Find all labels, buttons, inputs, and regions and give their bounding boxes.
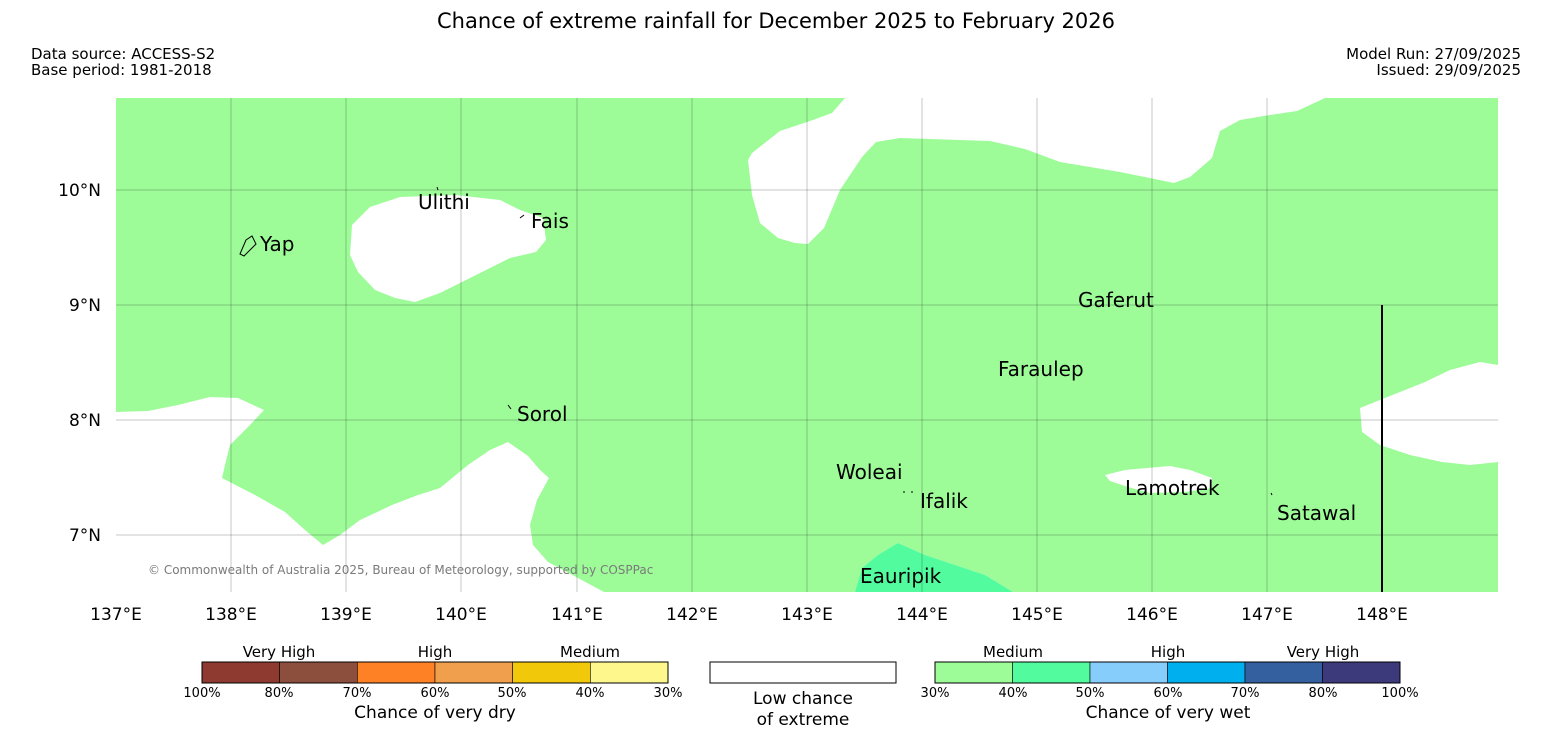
lon-tick: 137°E [90,605,142,625]
label-satawal: Satawal [1277,501,1356,525]
neutral-caption-line2: of extreme [757,710,850,730]
label-eauripik: Eauripik [860,564,942,588]
label-woleai: Woleai [836,460,903,484]
label-yap: Yap [259,232,294,256]
wet-category-label: Very High [1287,643,1360,661]
label-fais: Fais [531,209,569,233]
wet-color-swatch [1168,662,1246,683]
dry-tick-label: 50% [498,686,527,701]
wet-category-label: High [1151,643,1185,661]
copyright-notice: © Commonwealth of Australia 2025, Bureau… [148,563,653,577]
wet-color-swatch [935,662,1013,683]
label-sorol: Sorol [517,402,568,426]
dry-category-label: Very High [243,643,316,661]
lon-tick: 144°E [896,605,948,625]
label-ifalik: Ifalik [920,489,968,513]
lon-tick: 141°E [551,605,603,625]
lon-tick: 142°E [666,605,718,625]
lon-tick: 145°E [1011,605,1063,625]
label-faraulep: Faraulep [998,357,1084,381]
lat-tick: 10°N [58,181,101,201]
dry-color-swatch [590,662,668,683]
dry-caption: Chance of very dry [354,703,516,723]
lon-tick: 143°E [781,605,833,625]
wet-category-label: Medium [983,643,1043,661]
dry-color-swatch [513,662,591,683]
dry-category-label: High [418,643,452,661]
wet-caption: Chance of very wet [1086,703,1251,723]
wet-tick-label: 60% [1154,686,1183,701]
label-ulithi: Ulithi [418,190,470,214]
dry-tick-label: 100% [183,686,220,701]
lat-tick: 7°N [69,526,101,546]
neutral-caption-line1: Low chance [753,689,853,709]
wet-tick-label: 70% [1231,686,1260,701]
dry-color-swatch [357,662,435,683]
dry-color-swatch [280,662,358,683]
dry-tick-label: 40% [576,686,605,701]
lon-tick: 138°E [205,605,257,625]
lon-tick: 139°E [320,605,372,625]
lon-tick: 147°E [1241,605,1293,625]
map-area: Yap Ulithi Fais Gaferut Faraulep Sorol W… [116,98,1498,592]
wet-tick-label: 30% [921,686,950,701]
legend-wet: Medium High Very High 30% 40% 50% 60% 70… [921,643,1419,723]
wet-color-swatch [1090,662,1168,683]
map-figure: Yap Ulithi Fais Gaferut Faraulep Sorol W… [0,0,1552,736]
dry-tick-label: 60% [421,686,450,701]
wet-tick-label: 100% [1381,686,1418,701]
neutral-swatch [710,662,896,683]
dry-color-swatch [435,662,513,683]
label-lamotrek: Lamotrek [1125,476,1220,500]
lon-tick: 146°E [1126,605,1178,625]
wet-color-swatch [1013,662,1091,683]
lon-tick: 148°E [1356,605,1408,625]
wet-color-swatch [1323,662,1401,683]
wet-tick-label: 50% [1076,686,1105,701]
legend-dry: Very High High Medium 100% 80% 70% 60% 5… [183,643,682,723]
lat-tick: 9°N [69,296,101,316]
dry-tick-label: 80% [265,686,294,701]
wet-color-swatch [1245,662,1323,683]
dry-color-swatch [202,662,280,683]
dry-tick-label: 70% [343,686,372,701]
dry-category-label: Medium [560,643,620,661]
dry-tick-label: 30% [654,686,683,701]
wet-tick-label: 40% [999,686,1028,701]
label-gaferut: Gaferut [1078,288,1154,312]
legend-neutral: Low chance of extreme [710,662,896,730]
wet-tick-label: 80% [1309,686,1338,701]
lon-tick: 140°E [435,605,487,625]
lat-tick: 8°N [69,411,101,431]
